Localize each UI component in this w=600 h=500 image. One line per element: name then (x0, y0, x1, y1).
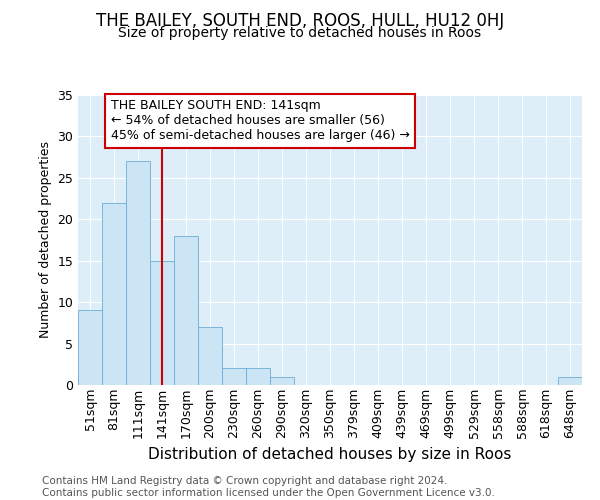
Text: Size of property relative to detached houses in Roos: Size of property relative to detached ho… (118, 26, 482, 40)
Bar (198, 327, 222, 385)
Bar (174, 236, 198, 385)
Text: THE BAILEY SOUTH END: 141sqm
← 54% of detached houses are smaller (56)
45% of se: THE BAILEY SOUTH END: 141sqm ← 54% of de… (111, 100, 410, 142)
Bar (78, 310, 102, 385)
Bar (102, 202, 126, 385)
Bar (558, 376, 582, 385)
Bar (246, 368, 270, 385)
Y-axis label: Number of detached properties: Number of detached properties (39, 142, 52, 338)
Bar (150, 260, 174, 385)
Text: THE BAILEY, SOUTH END, ROOS, HULL, HU12 0HJ: THE BAILEY, SOUTH END, ROOS, HULL, HU12 … (96, 12, 504, 30)
Bar (126, 162, 150, 385)
Bar (222, 368, 246, 385)
X-axis label: Distribution of detached houses by size in Roos: Distribution of detached houses by size … (148, 446, 512, 462)
Text: Contains HM Land Registry data © Crown copyright and database right 2024.
Contai: Contains HM Land Registry data © Crown c… (42, 476, 495, 498)
Bar (270, 376, 294, 385)
